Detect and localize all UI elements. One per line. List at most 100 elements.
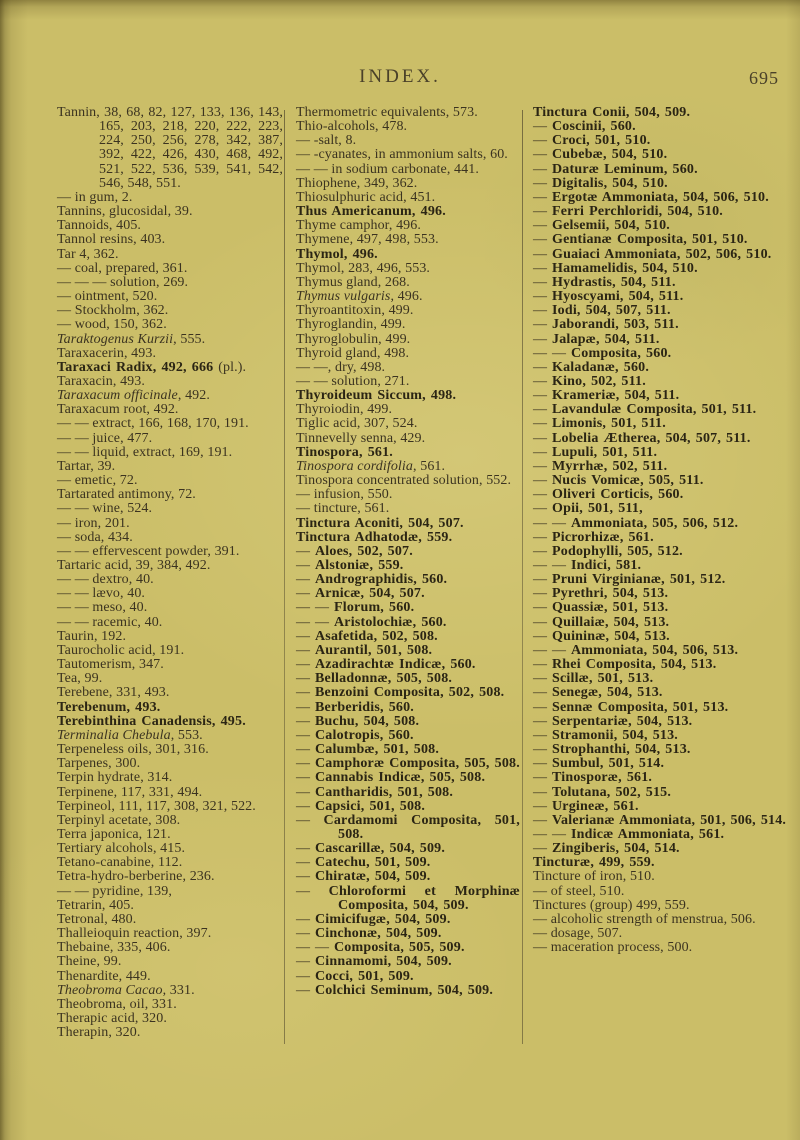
index-entry: — Hyoscyami, 504, 511. (533, 289, 684, 305)
index-entry: Taraxacerin, 493. (57, 345, 157, 361)
index-entry: — coal, prepared, 361. (57, 260, 188, 276)
index-entry: Therapic acid, 320. (57, 1011, 167, 1026)
index-entry: Tetronal, 480. (57, 911, 137, 927)
index-entry: — Opii, 501, 511, (533, 501, 643, 517)
index-entry: — Pyrethri, 504, 513. (533, 586, 669, 602)
index-entry: Tetra-hydro-berberine, 236. (57, 869, 215, 885)
index-entry: — Oliveri Corticis, 560. (533, 487, 684, 503)
index-entry: Terpeneless oils, 301, 316. (57, 742, 209, 758)
index-entry: Tinctura Aconiti, 504, 507. (296, 515, 464, 531)
index-entry: — — Ammoniata, 504, 506, 513. (533, 642, 739, 658)
index-entry: Tincture of iron, 510. (533, 869, 655, 885)
index-entry: — — Indici, 581. (533, 558, 642, 573)
index-entry: — — extract, 166, 168, 170, 191. (57, 416, 249, 432)
index-entry: — Quininæ, 504, 513. (533, 628, 670, 644)
index-entry: — — meso, 40. (57, 600, 148, 616)
index-entry: Tinctura Adhatodæ, 559. (296, 529, 453, 545)
index-entry: — Catechu, 501, 509. (296, 855, 431, 871)
index-entry: Taraktogenus Kurzii, 555. (57, 331, 206, 347)
index-entry: — — pyridine, 139, (57, 883, 172, 899)
index-entry: — ointment, 520. (57, 289, 158, 305)
index-entry: Tannoids, 405. (57, 218, 142, 234)
index-entry: Thermometric equivalents, 573. (296, 105, 478, 120)
index-entry: — Hamamelidis, 504, 510. (533, 260, 698, 276)
index-entry: — Cannabis Indicæ, 505, 508. (296, 770, 486, 786)
index-entry: — Capsici, 501, 508. (296, 798, 426, 814)
index-entry: Theine, 99. (57, 954, 122, 970)
index-entry: Thymol, 283, 496, 553. (296, 260, 431, 276)
index-entry: Tannin, 38, 68, 82, 127, 133, 136, 143, … (57, 105, 283, 191)
index-entry: — Hydrastis, 504, 511. (533, 274, 676, 290)
index-entry: — Kaladanæ, 560. (533, 359, 650, 375)
index-entry: — Tolutana, 502, 515. (533, 784, 672, 800)
index-entry: — — — solution, 269. (57, 274, 189, 290)
index-entry: Tartarated antimony, 72. (57, 487, 196, 503)
index-entry: — Gentianæ Composita, 501, 510. (533, 232, 748, 248)
index-entry: — — Aristolochiæ, 560. (296, 614, 447, 630)
index-entry: Terebenum, 493. (57, 699, 161, 715)
index-entry: — Nucis Vomicæ, 505, 511. (533, 473, 704, 489)
index-entry: — Chloroformi et Morphinæ Composita, 504… (296, 883, 520, 913)
index-entry: Tinospora cordifolia, 561. (296, 458, 446, 474)
index-entry: — Jaborandi, 503, 511. (533, 317, 679, 333)
index-entry: — Calumbæ, 501, 508. (296, 742, 440, 758)
index-entry: — Belladonnæ, 505, 508. (296, 671, 453, 687)
index-entry: Tartar, 39. (57, 458, 116, 474)
index-entry: — — Composita, 560. (533, 345, 672, 361)
page-header: INDEX. 695 (0, 66, 800, 92)
index-entry: — Cubebæ, 504, 510. (533, 147, 668, 163)
index-entry: — Cinnamomi, 504, 509. (296, 954, 452, 970)
index-entry: Theobroma Cacao, 331. (57, 982, 195, 998)
index-entry: Tincturæ, 499, 559. (533, 855, 655, 871)
index-entry: Taraxaci Radix, 492, 666 (pl.). (57, 359, 247, 375)
index-entry: — Arnicæ, 504, 507. (296, 586, 425, 602)
index-entry: — Aloes, 502, 507. (296, 543, 413, 559)
index-entry: — Jalapæ, 504, 511. (533, 331, 660, 347)
index-entry: — Iodi, 504, 507, 511. (533, 303, 671, 319)
index-entry: Thyroantitoxin, 499. (296, 303, 414, 319)
index-entry: — Lavandulæ Composita, 501, 511. (533, 402, 757, 418)
index-entry: — Cascarillæ, 504, 509. (296, 841, 446, 857)
index-entry: — emetic, 72. (57, 473, 138, 489)
index-entry: Tinnevelly senna, 429. (296, 430, 426, 446)
index-entry: Tinctures (group) 499, 559. (533, 897, 690, 913)
index-entry: — infusion, 550. (296, 487, 393, 503)
index-entry: Terpineol, 111, 117, 308, 321, 522. (57, 798, 256, 814)
index-entry: — Croci, 501, 510. (533, 133, 651, 149)
index-entry: Tetrarin, 405. (57, 897, 135, 913)
index-entry: — Berberidis, 560. (296, 699, 414, 715)
index-entry: Tertiary alcohols, 415. (57, 841, 186, 857)
index-entry: — Cantharidis, 501, 508. (296, 784, 454, 800)
index-entry: — Ergotæ Ammoniata, 504, 506, 510. (533, 189, 769, 205)
index-entry: — Colchici Seminum, 504, 509. (296, 982, 494, 998)
index-entry: Tannins, glucosidal, 39. (57, 204, 193, 220)
index-entry: Terebinthina Canadensis, 495. (57, 713, 246, 729)
index-entry: Taurin, 192. (57, 628, 127, 644)
index-entry: Terebene, 331, 493. (57, 685, 170, 701)
index-entry: — Kino, 502, 511. (533, 373, 646, 389)
index-entry: Thyroiodin, 499. (296, 402, 393, 418)
index-entry: — — dextro, 40. (57, 572, 154, 588)
index-entry: Terpinyl acetate, 308. (57, 812, 181, 828)
index-entry: — Camphoræ Composita, 505, 508. (296, 756, 520, 772)
index-entry: Thus Americanum, 496. (296, 204, 446, 220)
index-entry: — — juice, 477. (57, 430, 153, 446)
index-entry: — Quassiæ, 501, 513. (533, 600, 669, 616)
page-number: 695 (749, 68, 779, 88)
index-entry: — — solution, 271. (296, 373, 410, 389)
index-entry: Thyroglandin, 499. (296, 317, 406, 333)
index-entry: Thymene, 497, 498, 553. (296, 232, 439, 248)
index-entry: — Cardamomi Composita, 501, 508. (296, 812, 521, 842)
index-entry: — tincture, 561. (296, 501, 390, 517)
index-entry: — — effervescent powder, 391. (57, 543, 240, 559)
index-entry: — Myrrhæ, 502, 511. (533, 458, 668, 474)
index-entry: — Rhei Composita, 504, 513. (533, 657, 717, 673)
index-entry: Terpin hydrate, 314. (57, 770, 173, 786)
index-entry: — — wine, 524. (57, 501, 153, 517)
index-entry: Terra japonica, 121. (57, 826, 171, 842)
index-entry: — Urgineæ, 561. (533, 798, 639, 814)
index-entry: Tautomerism, 347. (57, 657, 164, 673)
index-entry: — Tinosporæ, 561. (533, 770, 653, 786)
index-entry: Taraxacin, 493. (57, 373, 145, 389)
index-entry: — Scillæ, 501, 513. (533, 671, 654, 687)
